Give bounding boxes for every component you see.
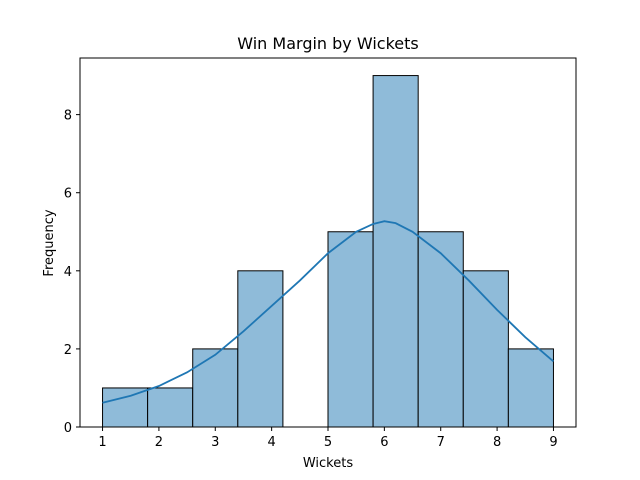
y-tick-label: 4 (64, 265, 72, 280)
y-axis-ticks: 0 2 4 6 8 (64, 109, 80, 436)
histogram-bar-1 (102, 387, 149, 428)
histogram-bar-8 (417, 231, 464, 428)
histogram-bar-3 (192, 348, 239, 428)
histogram-bar-7 (372, 75, 419, 428)
histogram-bar-9 (462, 270, 509, 428)
chart-title: Win Margin by Wickets (237, 34, 418, 53)
y-tick-label: 6 (64, 187, 72, 202)
x-tick-label: 6 (380, 435, 388, 450)
x-axis-ticks: 1 2 3 4 5 6 7 8 9 (98, 427, 558, 450)
x-tick-label: 9 (549, 435, 557, 450)
x-tick-label: 1 (98, 435, 106, 450)
x-tick-label: 5 (324, 435, 332, 450)
histogram-bar-10 (507, 348, 554, 428)
y-axis-label: Frequency (42, 209, 57, 276)
x-tick-label: 7 (437, 435, 445, 450)
histogram-bar-6 (327, 231, 374, 428)
y-tick-label: 0 (64, 421, 72, 436)
histogram-bar-4 (237, 270, 284, 428)
x-tick-label: 2 (155, 435, 163, 450)
kde-line (102, 220, 555, 404)
x-tick-label: 3 (211, 435, 219, 450)
bars-group (102, 75, 554, 428)
x-axis-label: Wickets (303, 456, 353, 471)
x-tick-label: 8 (493, 435, 501, 450)
y-tick-label: 2 (64, 343, 72, 358)
histogram-bar-2 (147, 387, 194, 428)
y-tick-label: 8 (64, 109, 72, 124)
x-tick-label: 4 (267, 435, 275, 450)
